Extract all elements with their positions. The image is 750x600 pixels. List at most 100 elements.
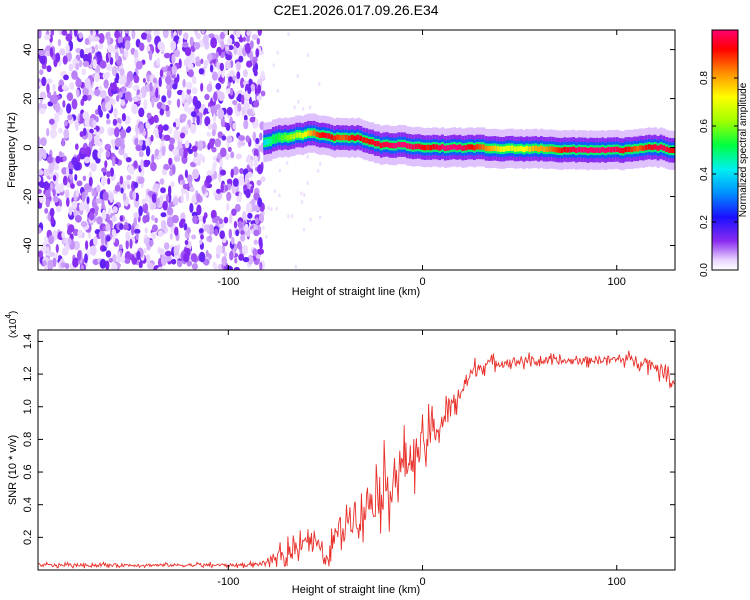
noise-cell: [275, 206, 278, 211]
x-tick-label: -100: [217, 276, 239, 288]
noise-cell: [237, 175, 245, 186]
ridge-cell: [438, 145, 442, 151]
noise-cell: [90, 162, 97, 172]
noise-cell: [109, 128, 116, 135]
ridge-cell: [330, 134, 334, 140]
noise-cell: [236, 196, 241, 203]
noise-cell: [58, 127, 63, 134]
noise-cell: [189, 186, 195, 193]
ridge-cell: [269, 138, 273, 144]
noise-cell: [88, 132, 93, 142]
snr-scale-label: (x104): [4, 311, 19, 338]
ridge-cell: [656, 145, 660, 151]
noise-cell: [42, 149, 47, 160]
noise-cell: [171, 65, 178, 75]
noise-cell: [302, 227, 306, 232]
noise-cell: [242, 245, 249, 255]
noise-cell: [108, 257, 113, 263]
noise-cell: [120, 187, 124, 194]
noise-cell: [226, 135, 233, 144]
noise-cell: [65, 33, 73, 42]
noise-cell: [259, 261, 263, 270]
noise-cell: [238, 55, 244, 63]
noise-cell: [133, 74, 140, 84]
noise-cell: [144, 30, 152, 34]
noise-cell: [248, 96, 252, 105]
noise-cell: [82, 94, 88, 102]
noise-cell: [287, 214, 290, 219]
noise-cell: [133, 181, 139, 189]
noise-cell: [207, 106, 211, 113]
noise-cell: [170, 181, 175, 188]
ridge-cell: [467, 144, 471, 150]
ridge-cell: [569, 147, 573, 153]
noise-cell: [95, 30, 99, 35]
noise-cell: [92, 36, 100, 42]
noise-cell: [219, 31, 225, 40]
noise-cell: [82, 175, 87, 181]
snr-series: [38, 350, 675, 569]
noise-cell: [265, 234, 268, 239]
noise-cell: [61, 231, 65, 239]
noise-cell: [168, 157, 173, 166]
colorbar-tick-label: 0.8: [699, 71, 710, 85]
noise-cell: [196, 204, 202, 216]
noise-cell: [201, 103, 206, 110]
noise-cell: [230, 89, 233, 96]
noise-cell: [52, 188, 56, 197]
ridge-cell: [435, 144, 439, 150]
noise-cell: [101, 199, 105, 209]
noise-cell: [273, 189, 277, 194]
ridge-cell: [263, 139, 267, 146]
noise-cell: [172, 83, 178, 90]
ridge-cell: [446, 145, 451, 151]
noise-cell: [146, 73, 151, 83]
noise-cell: [46, 78, 53, 84]
noise-cell: [218, 76, 224, 83]
noise-cell: [244, 42, 252, 54]
noise-cell: [226, 191, 232, 202]
ridge-cell: [301, 132, 305, 139]
noise-cell: [133, 212, 140, 220]
ridge-cell: [630, 146, 634, 153]
noise-cell: [256, 37, 260, 45]
colorbar-label: Normalized spectral amplitude: [738, 82, 749, 217]
noise-cell: [97, 150, 102, 159]
noise-cell: [151, 96, 155, 108]
x-tick-label: 100: [608, 276, 626, 288]
ridge-cell: [653, 144, 657, 150]
noise-cell: [44, 208, 49, 214]
noise-cell: [124, 40, 131, 51]
ridge-cell: [441, 144, 445, 150]
noise-cell: [135, 233, 139, 240]
ridge-cell: [362, 137, 366, 143]
noise-cell: [69, 174, 73, 180]
noise-cell: [201, 30, 205, 34]
noise-cell: [93, 135, 100, 146]
noise-cell: [249, 116, 256, 123]
ridge-cell: [426, 144, 430, 151]
noise-cell: [101, 209, 107, 221]
noise-cell: [185, 81, 193, 90]
noise-cell: [134, 137, 139, 146]
y-tick-label: 0.6: [22, 464, 34, 479]
noise-cell: [79, 48, 85, 59]
noise-cell: [191, 195, 198, 204]
noise-cell: [243, 119, 249, 130]
ridge-cell: [548, 146, 553, 152]
ridge-cell: [545, 146, 550, 153]
noise-cell: [92, 58, 97, 70]
noise-cell: [47, 259, 54, 270]
noise-cell: [39, 69, 44, 75]
noise-cell: [256, 95, 263, 101]
noise-cell: [127, 126, 132, 133]
noise-cell: [105, 260, 110, 270]
ridge-cell: [432, 144, 436, 150]
noise-cell: [38, 81, 43, 88]
noise-cell: [68, 206, 73, 216]
noise-cell: [278, 168, 282, 173]
noise-cell: [114, 137, 122, 148]
noise-cell: [259, 132, 263, 141]
noise-cell: [214, 194, 222, 201]
noise-cell: [40, 54, 46, 65]
